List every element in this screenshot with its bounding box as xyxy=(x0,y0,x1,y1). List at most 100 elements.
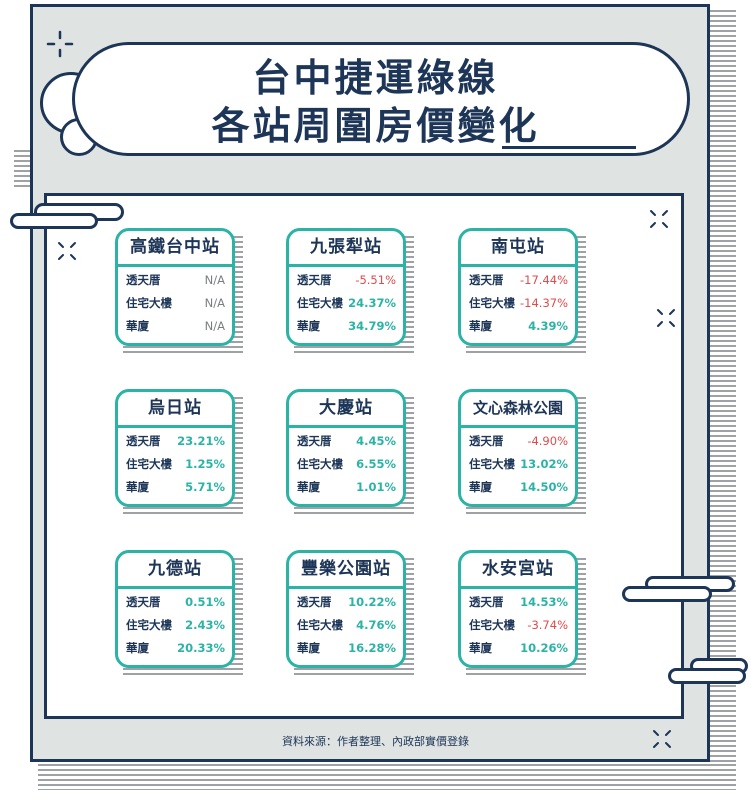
station-name: 九張犁站 xyxy=(289,231,403,267)
row-value: -5.51% xyxy=(355,273,396,287)
row-label: 華廈 xyxy=(469,641,492,655)
cloud-ribbon-left-bottom xyxy=(10,213,98,229)
price-row-apartment: 公寓 -0.75% xyxy=(469,338,568,343)
title-line-1: 台中捷運綠線 xyxy=(252,56,499,100)
row-value: 0.51% xyxy=(185,595,225,609)
station-card-fengle-park: 豐樂公園站 透天厝 10.22% 住宅大樓 4.76% 華廈 16.28% 公寓 N/A xyxy=(286,550,406,668)
row-value: 5.71% xyxy=(185,480,225,494)
row-value: 34.79% xyxy=(348,319,396,333)
row-value: N/A xyxy=(376,660,396,665)
price-row-apartment: 公寓 52.73% xyxy=(469,499,568,504)
row-value: 1.01% xyxy=(356,480,396,494)
row-value: 10.22% xyxy=(348,595,396,609)
price-row-midrise: 華廈 1.01% xyxy=(297,476,396,499)
row-value: -4.90% xyxy=(527,434,568,448)
source-note: 資料來源：作者整理、內政部實價登錄 xyxy=(282,735,469,748)
row-label: 住宅大樓 xyxy=(469,296,515,310)
row-label: 透天厝 xyxy=(297,595,332,609)
row-label: 住宅大樓 xyxy=(297,457,343,471)
price-row-townhouse: 透天厝 4.45% xyxy=(297,430,396,453)
row-label: 透天厝 xyxy=(297,273,332,287)
row-label: 透天厝 xyxy=(469,273,504,287)
row-label: 住宅大樓 xyxy=(126,296,172,310)
row-label: 華廈 xyxy=(297,641,320,655)
station-name: 高鐵台中站 xyxy=(118,231,232,267)
sparkle-icon xyxy=(58,242,76,260)
row-value: 4.45% xyxy=(356,434,396,448)
row-label: 透天厝 xyxy=(126,595,161,609)
row-label: 公寓 xyxy=(126,338,149,343)
row-value: N/A xyxy=(204,296,225,310)
price-row-townhouse: 透天厝 -5.51% xyxy=(297,269,396,292)
row-label: 公寓 xyxy=(126,499,149,504)
row-label: 透天厝 xyxy=(297,434,332,448)
station-card-daqing: 大慶站 透天厝 4.45% 住宅大樓 6.55% 華廈 1.01% 公寓 N/A xyxy=(286,389,406,507)
decorative-stripes-left xyxy=(14,150,30,190)
row-label: 透天厝 xyxy=(126,434,161,448)
row-label: 公寓 xyxy=(469,660,492,665)
row-value: 10.26% xyxy=(520,641,568,655)
price-row-highrise: 住宅大樓 13.02% xyxy=(469,453,568,476)
station-name: 文心森林公園 xyxy=(461,392,575,428)
station-card-shuiangong: 水安宮站 透天厝 14.53% 住宅大樓 -3.74% 華廈 10.26% 公寓 N/A xyxy=(458,550,578,668)
price-row-highrise: 住宅大樓 -14.37% xyxy=(469,292,568,315)
row-value: 23.21% xyxy=(177,434,225,448)
price-row-townhouse: 透天厝 N/A xyxy=(126,269,225,292)
price-row-midrise: 華廈 4.39% xyxy=(469,315,568,338)
price-row-highrise: 住宅大樓 4.76% xyxy=(297,614,396,637)
sparkle-icon xyxy=(46,30,74,58)
row-value: 13.02% xyxy=(520,457,568,471)
row-value: 2.43% xyxy=(185,618,225,632)
price-row-apartment: 公寓 10.47% xyxy=(126,499,225,504)
row-value: 1.25% xyxy=(185,457,225,471)
row-label: 公寓 xyxy=(297,499,320,504)
cloud-ribbon-right-4 xyxy=(668,668,746,684)
row-label: 華廈 xyxy=(297,319,320,333)
station-name: 大慶站 xyxy=(289,392,403,428)
station-card-wenxin-forest-park: 文心森林公園 透天厝 -4.90% 住宅大樓 13.02% 華廈 14.50% 公寓 5… xyxy=(458,389,578,507)
row-value: N/A xyxy=(205,338,225,343)
price-row-highrise: 住宅大樓 2.43% xyxy=(126,614,225,637)
station-card-gaotie-taichung: 高鐵台中站 透天厝 N/A 住宅大樓 N/A 華廈 N/A 公寓 N/A xyxy=(115,228,235,346)
row-value: N/A xyxy=(205,660,225,665)
price-row-midrise: 華廈 20.33% xyxy=(126,637,225,660)
row-label: 華廈 xyxy=(469,480,492,494)
station-card-nantun: 南屯站 透天厝 -17.44% 住宅大樓 -14.37% 華廈 4.39% 公寓 -0.… xyxy=(458,228,578,346)
price-row-highrise: 住宅大樓 -3.74% xyxy=(469,614,568,637)
row-value: 4.76% xyxy=(356,618,396,632)
row-value: 6.55% xyxy=(356,457,396,471)
row-label: 公寓 xyxy=(469,499,492,504)
row-label: 公寓 xyxy=(297,338,320,343)
decorative-stripes-bottom xyxy=(38,764,736,790)
station-name: 烏日站 xyxy=(118,392,232,428)
row-label: 華廈 xyxy=(469,319,492,333)
row-label: 華廈 xyxy=(297,480,320,494)
title-banner xyxy=(72,42,690,156)
sparkle-icon xyxy=(653,730,671,748)
price-row-townhouse: 透天厝 23.21% xyxy=(126,430,225,453)
row-value: 20.33% xyxy=(177,641,225,655)
row-value: -0.75% xyxy=(527,338,568,343)
title-underline xyxy=(502,146,636,149)
row-label: 華廈 xyxy=(126,319,149,333)
row-label: 公寓 xyxy=(469,338,492,343)
station-card-jiude: 九德站 透天厝 0.51% 住宅大樓 2.43% 華廈 20.33% 公寓 N/A xyxy=(115,550,235,668)
row-value: 14.53% xyxy=(520,595,568,609)
station-name: 水安宮站 xyxy=(461,553,575,589)
row-label: 華廈 xyxy=(126,641,149,655)
price-row-highrise: 住宅大樓 6.55% xyxy=(297,453,396,476)
row-value: 14.50% xyxy=(520,480,568,494)
row-value: N/A xyxy=(376,499,396,504)
price-row-highrise: 住宅大樓 1.25% xyxy=(126,453,225,476)
row-label: 住宅大樓 xyxy=(126,457,172,471)
price-row-midrise: 華廈 N/A xyxy=(126,315,225,338)
title-line-2: 各站周圍房價變化 xyxy=(211,104,540,148)
row-value: -14.37% xyxy=(520,296,568,310)
row-label: 住宅大樓 xyxy=(469,618,515,632)
price-row-apartment: 公寓 N/A xyxy=(126,338,225,343)
row-value: N/A xyxy=(204,273,225,287)
row-label: 透天厝 xyxy=(469,595,504,609)
station-card-wuri: 烏日站 透天厝 23.21% 住宅大樓 1.25% 華廈 5.71% 公寓 10.47% xyxy=(115,389,235,507)
row-label: 透天厝 xyxy=(126,273,161,287)
row-label: 公寓 xyxy=(126,660,149,665)
